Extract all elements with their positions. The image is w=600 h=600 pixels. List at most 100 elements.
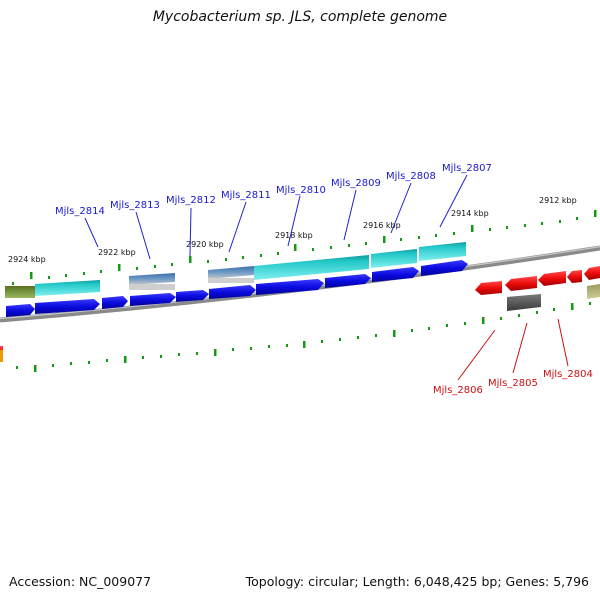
tick-mark xyxy=(312,248,314,251)
forward-gene-arrow[interactable] xyxy=(421,260,468,276)
tick-label: 2920 kbp xyxy=(186,240,224,249)
gene-label[interactable]: Mjls_2812 xyxy=(166,195,216,206)
tick-mark xyxy=(518,314,520,317)
tick-label: 2922 kbp xyxy=(98,248,136,257)
leader-line xyxy=(439,174,468,228)
forward-gene-arrow[interactable] xyxy=(256,279,324,295)
tick-mark xyxy=(559,220,561,223)
gene-label[interactable]: Mjls_2807 xyxy=(442,163,492,174)
tick-mark xyxy=(348,244,350,247)
reverse-gene-track xyxy=(0,266,600,362)
tick-mark xyxy=(471,225,474,232)
forward-gene-arrow[interactable] xyxy=(35,299,100,314)
accession-text: Accession: NC_009077 xyxy=(9,574,152,589)
reverse-leaders xyxy=(457,318,569,381)
leader-line xyxy=(189,207,192,257)
gene-label[interactable]: Mjls_2811 xyxy=(221,190,271,201)
leader-line xyxy=(512,322,528,374)
steel-feature[interactable] xyxy=(208,266,254,279)
tick-mark xyxy=(268,345,270,348)
gene-label[interactable]: Mjls_2810 xyxy=(276,185,326,196)
tick-mark xyxy=(446,324,448,327)
forward-gene-arrow[interactable] xyxy=(372,267,419,282)
leader-line xyxy=(228,201,247,253)
topology-text: Topology: circular; Length: 6,048,425 bp… xyxy=(245,574,589,589)
forward-gene-arrow[interactable] xyxy=(176,290,209,302)
leader-line xyxy=(343,189,357,241)
tick-mark xyxy=(339,338,341,341)
tick-mark xyxy=(357,336,359,339)
scale-ticks-upper xyxy=(12,210,597,285)
orange-feature[interactable] xyxy=(0,350,3,362)
leader-line xyxy=(457,329,496,381)
tick-mark xyxy=(142,356,144,359)
forward-gene-arrow[interactable] xyxy=(209,285,256,299)
reverse-gene-arrow[interactable] xyxy=(475,281,502,295)
leader-line xyxy=(84,217,99,248)
tick-mark xyxy=(106,359,108,362)
teal-feature[interactable] xyxy=(371,249,417,268)
tick-mark xyxy=(482,317,485,324)
gene-label[interactable]: Mjls_2806 xyxy=(433,385,483,396)
tick-mark xyxy=(225,258,227,261)
gene-label[interactable]: Mjls_2809 xyxy=(331,178,381,189)
gene-label[interactable]: Mjls_2804 xyxy=(543,369,593,380)
tick-mark xyxy=(88,361,90,364)
tick-mark xyxy=(48,276,50,279)
tick-mark xyxy=(232,348,234,351)
steel-feature[interactable] xyxy=(129,273,175,285)
tick-mark xyxy=(321,340,323,343)
tick-mark xyxy=(16,366,18,369)
tick-mark xyxy=(541,222,543,225)
tick-mark xyxy=(52,364,54,367)
tick-mark xyxy=(365,242,367,245)
steel-feature-base xyxy=(208,278,254,283)
tick-mark xyxy=(136,267,138,270)
gene-label[interactable]: Mjls_2808 xyxy=(386,171,436,182)
tick-mark xyxy=(12,282,14,285)
leader-line xyxy=(135,211,151,260)
tick-mark xyxy=(260,254,262,257)
leader-line xyxy=(287,195,301,247)
tick-mark xyxy=(418,236,420,239)
gene-label[interactable]: Mjls_2813 xyxy=(110,200,160,211)
teal-feature[interactable] xyxy=(35,280,100,296)
forward-gene-arrow[interactable] xyxy=(6,304,35,317)
feature-track-bottom xyxy=(507,284,600,311)
reverse-gene-arrow[interactable] xyxy=(538,271,566,286)
olive-feature[interactable] xyxy=(5,286,35,298)
teal-feature[interactable] xyxy=(419,242,466,261)
reverse-gene-arrow[interactable] xyxy=(505,276,537,291)
gene-label[interactable]: Mjls_2814 xyxy=(55,206,105,217)
tick-mark xyxy=(189,256,192,263)
tick-mark xyxy=(464,322,466,325)
forward-leaders xyxy=(84,174,468,260)
tick-mark xyxy=(330,246,332,249)
scale-ticks-lower xyxy=(16,302,591,372)
gray-feature[interactable] xyxy=(507,294,541,311)
tick-mark xyxy=(594,210,597,217)
gene-label[interactable]: Mjls_2805 xyxy=(488,378,538,389)
khaki-feature[interactable] xyxy=(587,284,600,299)
tick-mark xyxy=(303,341,306,348)
feature-track-top xyxy=(5,242,466,298)
tick-mark xyxy=(571,303,574,310)
teal-feature[interactable] xyxy=(254,255,369,280)
forward-gene-arrow[interactable] xyxy=(102,296,128,309)
tick-mark xyxy=(207,260,209,263)
tick-mark xyxy=(214,349,217,356)
tick-mark xyxy=(124,356,127,363)
tick-mark xyxy=(171,263,173,266)
tick-mark xyxy=(100,270,102,273)
forward-gene-labels: Mjls_2814 Mjls_2813 Mjls_2812 Mjls_2811 … xyxy=(55,163,492,217)
forward-gene-arrow[interactable] xyxy=(130,293,176,306)
leader-line xyxy=(557,318,569,367)
reverse-gene-labels: Mjls_2806 Mjls_2805 Mjls_2804 xyxy=(433,369,593,396)
reverse-gene-arrow[interactable] xyxy=(567,270,582,283)
forward-gene-arrow[interactable] xyxy=(325,274,371,288)
tick-mark xyxy=(70,362,72,365)
reverse-gene-arrow[interactable] xyxy=(584,266,600,280)
tick-mark xyxy=(435,234,437,237)
